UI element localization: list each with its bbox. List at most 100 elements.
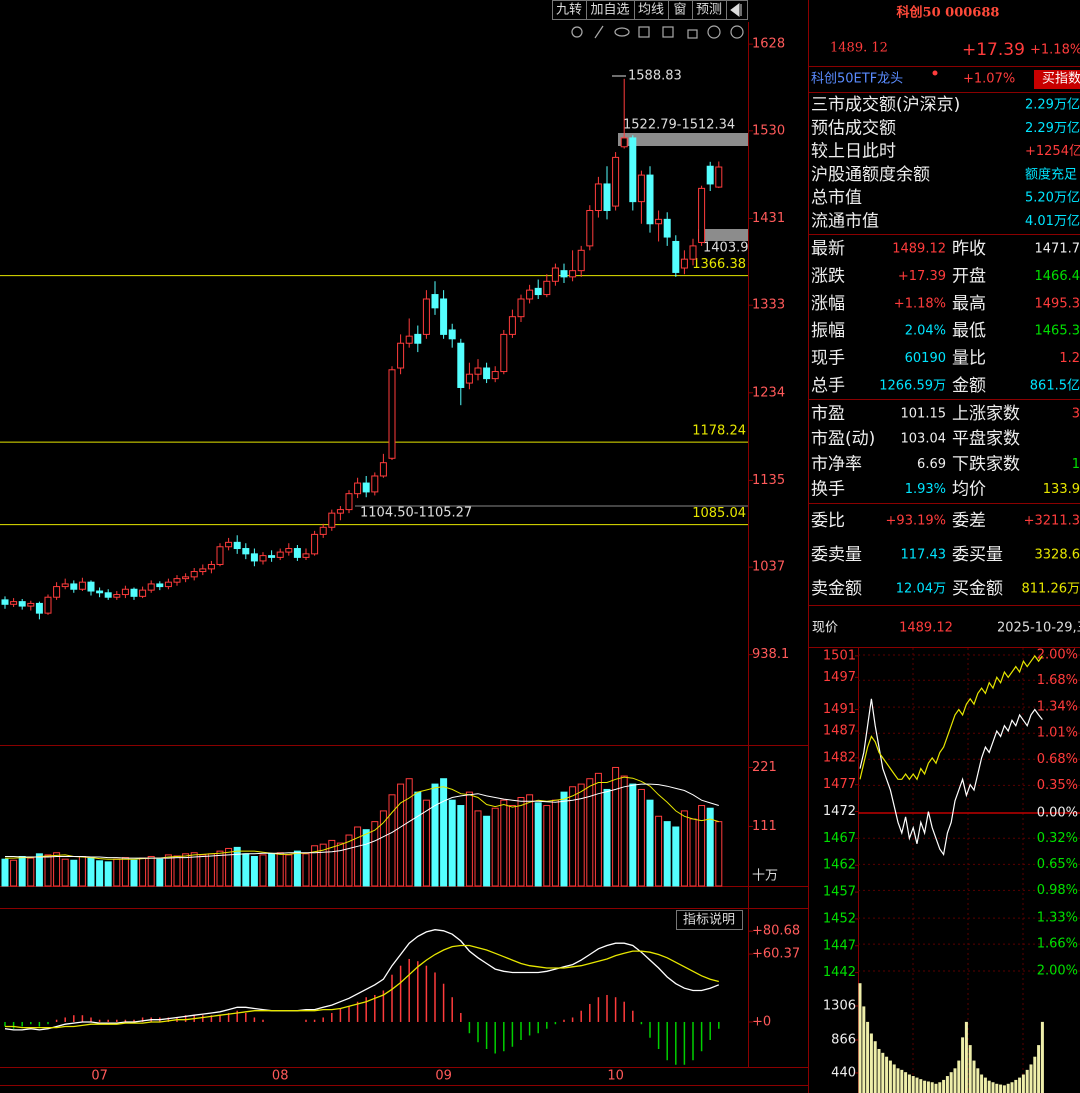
volume-bar xyxy=(250,855,258,887)
etf-button[interactable] xyxy=(1034,70,1080,89)
volume-bar xyxy=(646,799,654,887)
volume-bar xyxy=(319,843,327,887)
stat-value: 1489.12 xyxy=(892,242,946,257)
intraday-volume-bar xyxy=(934,1083,938,1093)
candle-body xyxy=(362,482,370,493)
volume-bar xyxy=(362,829,370,887)
y2-tick-label: 1.66% xyxy=(1037,937,1078,952)
y2-tick-label: 1.01% xyxy=(1037,726,1078,741)
icon[interactable] xyxy=(730,25,744,39)
intraday-line xyxy=(859,654,1043,781)
y2-tick-label: 0.65% xyxy=(1037,857,1078,872)
etf-change: +1.07% xyxy=(963,72,1015,87)
candle-body xyxy=(35,602,43,614)
volume-bar xyxy=(207,853,215,887)
intraday-volume-bar xyxy=(1033,1056,1037,1093)
y-tick-label: +0 xyxy=(752,1014,771,1029)
volume-bar xyxy=(474,810,482,887)
stat-value: 133.9 xyxy=(1043,482,1080,497)
y2-tick-label: 0.98% xyxy=(1037,883,1078,898)
stat-label: 委差 xyxy=(952,511,986,531)
volume-bar xyxy=(190,852,198,887)
candle-body xyxy=(448,329,456,340)
stat-value: 861.5亿 xyxy=(1030,379,1080,394)
volume-bar xyxy=(586,778,594,887)
icon[interactable] xyxy=(614,27,630,37)
candle-body xyxy=(70,583,78,590)
stat-value: 6.69 xyxy=(917,457,946,472)
y-tick-label: 1487 xyxy=(823,724,856,739)
indicator-button[interactable] xyxy=(676,910,743,930)
intraday-volume-bar xyxy=(858,983,862,1093)
volume-bar xyxy=(397,783,405,887)
y-tick-label: 1491 xyxy=(823,702,856,717)
volume-bar xyxy=(268,853,276,887)
stat-value: 3 xyxy=(1072,407,1080,422)
stat-value: 1.93% xyxy=(905,482,946,497)
candle-body xyxy=(586,209,594,247)
candle-body xyxy=(388,369,396,459)
candle-body xyxy=(78,581,86,590)
candle-body xyxy=(612,156,620,207)
volume-bar xyxy=(569,786,577,887)
quote-price: 1489. 12 xyxy=(830,41,888,56)
intraday-volume-bar xyxy=(953,1068,957,1093)
candle-body xyxy=(379,462,387,477)
candle-body xyxy=(680,258,688,269)
gap-box xyxy=(698,229,748,241)
arrow-icon[interactable] xyxy=(730,3,742,17)
candle-body xyxy=(61,583,69,588)
annotation: 1403.9 xyxy=(703,241,749,256)
stat-value: 1.2 xyxy=(1059,351,1080,366)
icon[interactable] xyxy=(571,26,583,38)
intraday-volume-bar xyxy=(1040,1021,1044,1093)
intraday-volume-bar xyxy=(1018,1077,1022,1093)
volume-bar xyxy=(328,839,336,887)
volume-bar xyxy=(603,788,611,887)
candle-body xyxy=(603,183,611,211)
y-tick-label: +80.68 xyxy=(752,924,800,939)
volume-bar xyxy=(672,826,680,887)
volume-bar xyxy=(629,783,637,887)
volume-bar xyxy=(594,772,602,887)
candle-body xyxy=(182,576,190,580)
candle-body xyxy=(629,137,637,203)
toolbar-label: 均线 xyxy=(638,3,664,18)
icon[interactable] xyxy=(662,26,674,38)
intraday-volume-bar xyxy=(907,1074,911,1093)
intraday-volume-bar xyxy=(866,1021,870,1093)
price-line-label: 1178.24 xyxy=(692,424,746,439)
price-line-label: 1366.38 xyxy=(692,257,746,272)
x-tick-label: 07 xyxy=(91,1069,108,1084)
candle-body xyxy=(1,599,9,605)
volume-bar xyxy=(414,791,422,887)
stat-value: 1466.4 xyxy=(1035,269,1080,284)
icon[interactable] xyxy=(687,29,698,39)
candle-body xyxy=(87,581,95,592)
candle-body xyxy=(268,555,276,558)
stat-label: 金额 xyxy=(952,376,986,396)
volume-bar xyxy=(285,854,293,887)
icon[interactable] xyxy=(638,26,650,38)
volume-bar xyxy=(121,857,129,887)
volume-bar xyxy=(61,858,69,887)
candle-body xyxy=(440,298,448,335)
etf-link[interactable]: 科创50ETF龙头 xyxy=(811,72,903,87)
candle-body xyxy=(672,240,680,273)
stat-label: 均价 xyxy=(952,480,986,500)
intraday-volume-bar xyxy=(885,1056,889,1093)
stat-value: 101.15 xyxy=(901,407,947,422)
y-tick-label: 1234 xyxy=(752,385,785,400)
toolbar-label: 加自选 xyxy=(590,3,629,18)
candle-body xyxy=(336,509,344,514)
volume-bar xyxy=(173,855,181,887)
x-tick-label: 09 xyxy=(435,1069,452,1084)
y-tick-label: 1497 xyxy=(823,670,856,685)
icon[interactable] xyxy=(707,25,721,39)
intraday-line xyxy=(859,698,1043,857)
icon[interactable] xyxy=(594,25,604,39)
market-value: 2.29万亿 xyxy=(1025,121,1080,136)
annotation: 1104.50-1105.27 xyxy=(360,506,472,521)
